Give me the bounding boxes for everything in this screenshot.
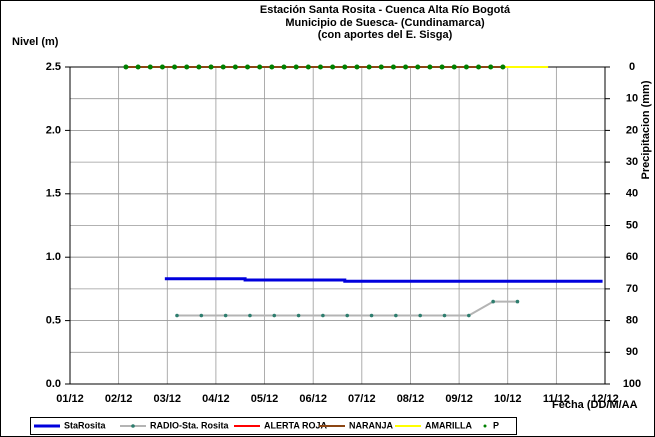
- legend-swatch: [131, 424, 135, 428]
- y-tick-label: 0.5: [46, 315, 61, 327]
- marker: [296, 313, 301, 318]
- data-point: [208, 64, 214, 70]
- y2-tick-label: 40: [626, 188, 638, 200]
- x-tick-label: 05/12: [251, 393, 279, 405]
- data-point: [415, 64, 421, 70]
- legend-swatch: [483, 424, 487, 428]
- data-point: [439, 64, 445, 70]
- data-point: [232, 64, 238, 70]
- y2-tick-label: 10: [626, 93, 638, 105]
- x-tick-label: 09/12: [445, 393, 473, 405]
- marker: [442, 313, 447, 318]
- y2-tick-label: 70: [626, 283, 638, 295]
- marker: [491, 299, 495, 304]
- data-point: [196, 64, 202, 70]
- x-tick-label: 12/12: [591, 393, 619, 405]
- data-point: [257, 64, 263, 70]
- x-tick-label: 01/12: [56, 393, 84, 405]
- data-point: [147, 64, 153, 70]
- y-tick-label: 2.0: [46, 124, 61, 136]
- x-tick-label: 06/12: [299, 393, 327, 405]
- data-point: [220, 64, 226, 70]
- y-axis-label: Nivel (m): [12, 36, 59, 48]
- data-point: [500, 64, 506, 70]
- data-point: [293, 64, 299, 70]
- marker: [175, 313, 179, 318]
- y-tick-label: 2.5: [46, 61, 61, 73]
- marker: [272, 313, 277, 318]
- data-point: [305, 64, 311, 70]
- y2-tick-label: 100: [623, 378, 641, 390]
- x-tick-label: 10/12: [494, 393, 522, 405]
- marker: [248, 313, 252, 318]
- data-point: [281, 64, 287, 70]
- marker: [467, 313, 471, 318]
- x-tick-label: 08/12: [397, 393, 425, 405]
- marker: [369, 313, 374, 318]
- data-point: [476, 64, 482, 70]
- data-point: [403, 64, 409, 70]
- y2-tick-label: 60: [626, 251, 638, 263]
- x-tick-label: 03/12: [154, 393, 182, 405]
- chart-title: Municipio de Suesca- (Cundinamarca): [285, 17, 485, 29]
- y-tick-label: 1.0: [46, 251, 61, 263]
- data-point: [317, 64, 323, 70]
- data-point: [488, 64, 494, 70]
- x-axis-label: Fecha (DD/M/AA: [552, 399, 638, 411]
- legend-label: ALERTA ROJA: [264, 420, 328, 430]
- marker: [394, 313, 398, 318]
- legend-label: NARANJA: [349, 420, 394, 430]
- data-point: [184, 64, 190, 70]
- data-point: [245, 64, 251, 70]
- data-point: [172, 64, 178, 70]
- marker: [199, 313, 204, 318]
- chart-title: (con aportes del E. Sisga): [318, 29, 453, 41]
- data-point: [463, 64, 469, 70]
- data-point: [378, 64, 384, 70]
- marker: [515, 299, 520, 304]
- y2-tick-label: 20: [626, 124, 638, 136]
- legend-label: AMARILLA: [425, 420, 472, 430]
- y2-tick-label: 50: [626, 219, 638, 231]
- y2-tick-label: 90: [626, 346, 638, 358]
- data-point: [135, 64, 141, 70]
- series-line: [164, 277, 603, 283]
- x-tick-label: 04/12: [202, 393, 230, 405]
- legend-label: StaRosita: [64, 420, 107, 430]
- marker: [418, 313, 422, 318]
- data-point: [123, 64, 129, 70]
- data-point: [354, 64, 360, 70]
- x-tick-label: 11/12: [543, 393, 570, 405]
- y2-tick-label: 30: [626, 156, 638, 168]
- y-tick-label: 0.0: [46, 378, 61, 390]
- data-point: [330, 64, 336, 70]
- y2-tick-label: 80: [626, 315, 638, 327]
- data-point: [427, 64, 433, 70]
- chart-title: Estación Santa Rosita - Cuenca Alta Río …: [260, 4, 511, 16]
- marker: [345, 313, 350, 318]
- y2-axis-label: Precipitacion (mm): [640, 80, 652, 179]
- y-tick-label: 1.5: [46, 188, 61, 200]
- x-tick-label: 07/12: [348, 393, 376, 405]
- marker: [223, 313, 228, 318]
- legend: [30, 417, 517, 435]
- marker: [321, 313, 325, 318]
- y2-tick-label: 0: [629, 61, 635, 73]
- x-tick-label: 02/12: [105, 393, 133, 405]
- data-point: [159, 64, 165, 70]
- data-point: [342, 64, 348, 70]
- data-point: [390, 64, 396, 70]
- legend-label: P: [493, 420, 499, 430]
- data-point: [269, 64, 275, 70]
- data-point: [451, 64, 457, 70]
- legend-label: RADIO-Sta. Rosita: [150, 420, 230, 430]
- data-point: [366, 64, 372, 70]
